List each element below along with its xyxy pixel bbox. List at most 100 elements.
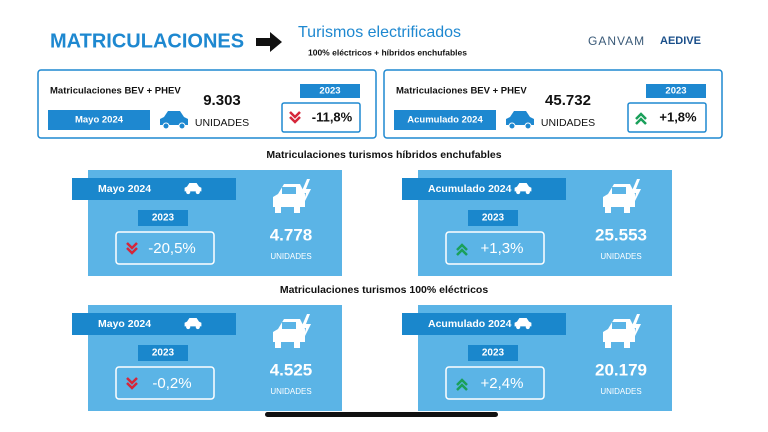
- ev-icon: [273, 314, 311, 348]
- period-bar: [72, 178, 236, 200]
- chevron: [126, 242, 138, 250]
- wheel: [294, 207, 300, 213]
- unit: UNIDADES: [270, 252, 311, 261]
- car-body: [160, 111, 188, 125]
- chevron: [289, 111, 301, 119]
- value: 4.778: [270, 225, 313, 244]
- summary-label: Matriculaciones BEV + PHEV: [396, 86, 527, 97]
- wheel: [275, 342, 281, 348]
- chevron: [456, 243, 468, 251]
- chevron: [456, 383, 468, 391]
- unit: UNIDADES: [195, 117, 249, 129]
- wheel: [508, 122, 516, 130]
- compare-year: 2023: [152, 348, 175, 359]
- unit: UNIDADES: [541, 117, 595, 129]
- period-badge: [48, 110, 150, 130]
- chevron: [289, 116, 301, 124]
- wheel: [186, 189, 191, 195]
- car-icon: [184, 318, 202, 330]
- year-badge: [468, 345, 518, 361]
- wheel: [605, 342, 611, 348]
- period: Mayo 2024: [98, 318, 151, 330]
- bolt: [301, 179, 311, 205]
- ev-window: [282, 187, 296, 194]
- ev-body: [603, 319, 635, 342]
- compare-year: 2023: [482, 348, 505, 359]
- car-icon: [184, 183, 202, 195]
- car-icon: [514, 318, 532, 330]
- ev-window: [282, 322, 296, 329]
- change: -11,8%: [312, 109, 353, 124]
- wheel: [525, 324, 530, 330]
- year-badge: [300, 84, 360, 98]
- value: 9.303: [203, 92, 241, 109]
- logo: AEDIVE: [660, 35, 701, 47]
- change: -20,5%: [148, 240, 196, 257]
- period: Acumulado 2024: [407, 115, 483, 126]
- value: 20.179: [595, 360, 647, 379]
- chevron: [456, 248, 468, 256]
- car-icon: [160, 111, 188, 130]
- period: Mayo 2024: [75, 115, 124, 126]
- car-body: [506, 111, 534, 125]
- ev-body: [603, 184, 635, 207]
- wheel: [524, 122, 532, 130]
- ev-body: [273, 184, 305, 207]
- unit: UNIDADES: [600, 252, 641, 261]
- wheel: [178, 122, 186, 130]
- section-title: Matriculaciones turismos híbridos enchuf…: [266, 149, 501, 161]
- wheel: [624, 207, 630, 213]
- wheel: [605, 207, 611, 213]
- section-title: Matriculaciones turismos 100% eléctricos: [280, 284, 488, 296]
- wheel: [162, 122, 170, 130]
- compare-year: 2023: [152, 213, 175, 224]
- bolt: [631, 314, 641, 340]
- title: MATRICULACIONES: [50, 30, 244, 52]
- car-body: [184, 318, 202, 327]
- ev-icon: [603, 179, 641, 213]
- chevron: [126, 247, 138, 255]
- ev-icon: [273, 179, 311, 213]
- trend-arrow: [289, 111, 301, 124]
- wheel: [516, 189, 521, 195]
- wheel: [186, 324, 191, 330]
- period-badge: [394, 110, 496, 130]
- period: Acumulado 2024: [428, 183, 512, 195]
- subtitle: Turismos electrificados: [298, 24, 461, 41]
- chevron: [456, 378, 468, 386]
- ev-icon: [603, 314, 641, 348]
- value: 25.553: [595, 225, 647, 244]
- period: Acumulado 2024: [428, 318, 512, 330]
- bolt: [301, 314, 311, 340]
- unit: UNIDADES: [600, 387, 641, 396]
- change-box: [445, 366, 545, 400]
- summary-label: Matriculaciones BEV + PHEV: [50, 86, 181, 97]
- compare-year: 2023: [665, 86, 686, 97]
- chevron: [126, 382, 138, 390]
- unit: UNIDADES: [270, 387, 311, 396]
- wheel: [525, 189, 530, 195]
- wheel: [275, 207, 281, 213]
- wheel: [294, 342, 300, 348]
- wheel: [624, 342, 630, 348]
- note: 100% eléctricos + híbridos enchufables: [308, 47, 467, 57]
- chevron: [126, 377, 138, 385]
- change-box: [281, 102, 361, 133]
- compare-year: 2023: [319, 86, 340, 97]
- change: -0,2%: [152, 375, 191, 392]
- arrow-icon: [256, 32, 282, 52]
- trend-arrow: [456, 378, 468, 391]
- wheel: [195, 189, 200, 195]
- car-icon: [514, 183, 532, 195]
- ev-window: [612, 187, 626, 194]
- car-icon: [506, 111, 534, 130]
- logo: GANVAM: [588, 34, 645, 48]
- period: Mayo 2024: [98, 183, 151, 195]
- change-box: [115, 231, 215, 265]
- trend-arrow: [456, 243, 468, 256]
- trend-arrow: [126, 377, 138, 390]
- year-badge: [646, 84, 706, 98]
- wheel: [195, 324, 200, 330]
